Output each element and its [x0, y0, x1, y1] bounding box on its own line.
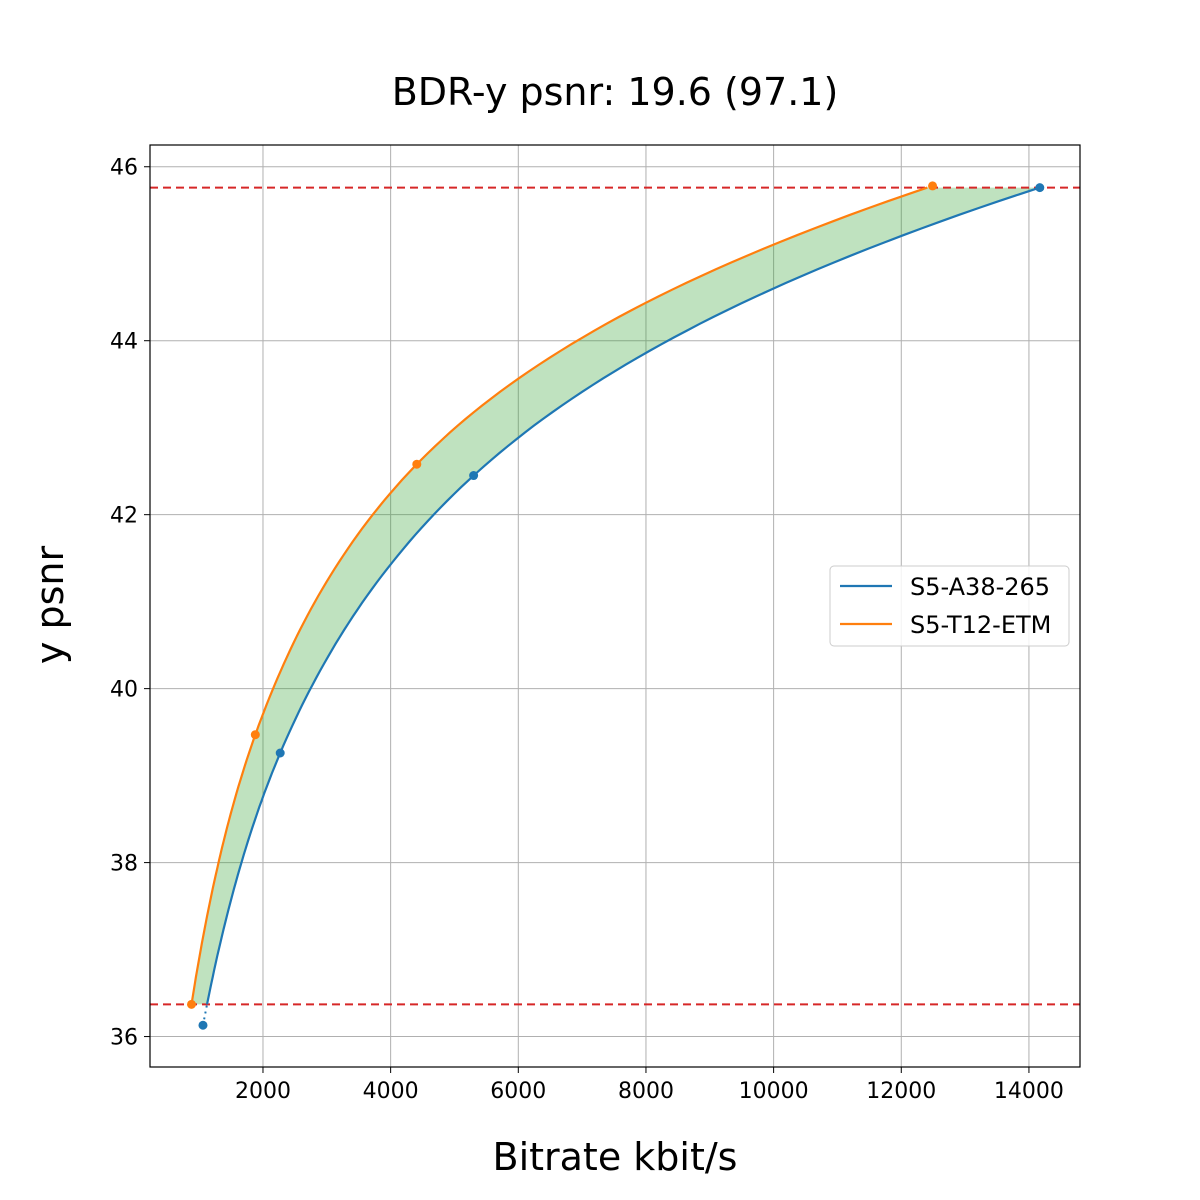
x-tick-label: 6000 — [490, 1079, 546, 1104]
plot-frame — [149, 144, 1081, 1068]
y-axis-label: y psnr — [28, 546, 72, 665]
y-tick-label: 46 — [110, 156, 138, 181]
y-ticks: 36 38 40 42 44 46 — [110, 156, 150, 1051]
series-line — [190, 186, 928, 1005]
x-tick-label: 14000 — [994, 1079, 1064, 1104]
chart-title: BDR-y psnr: 19.6 (97.1) — [392, 70, 839, 114]
x-ticks: 2000 4000 6000 8000 10000 12000 14000 — [235, 1067, 1064, 1104]
fill-between-area — [191, 187, 1040, 1005]
fill-area — [191, 187, 1040, 1005]
axes-frame — [149, 144, 1081, 1068]
x-tick-label: 10000 — [739, 1079, 809, 1104]
data-point — [186, 999, 196, 1009]
y-tick-label: 36 — [110, 1026, 138, 1051]
y-tick-label: 44 — [110, 330, 138, 355]
series-line — [205, 186, 1041, 1005]
x-tick-label: 2000 — [235, 1079, 291, 1104]
legend: S5-A38-265 S5-T12-ETM — [829, 565, 1070, 647]
y-tick-label: 42 — [110, 504, 138, 529]
data-point — [275, 748, 285, 758]
data-point — [928, 181, 938, 191]
series-layer — [186, 181, 1045, 1030]
x-tick-label: 12000 — [866, 1079, 936, 1104]
data-point — [250, 730, 260, 740]
x-axis-label: Bitrate kbit/s — [493, 1135, 738, 1179]
legend-label: S5-A38-265 — [910, 573, 1050, 601]
legend-label: S5-T12-ETM — [910, 611, 1051, 639]
x-tick-label: 4000 — [363, 1079, 419, 1104]
y-tick-label: 40 — [110, 678, 138, 703]
y-tick-label: 38 — [110, 852, 138, 877]
x-tick-label: 8000 — [618, 1079, 674, 1104]
data-point — [198, 1020, 208, 1030]
data-point — [412, 459, 422, 469]
data-point — [469, 471, 479, 481]
data-point — [1035, 183, 1045, 193]
